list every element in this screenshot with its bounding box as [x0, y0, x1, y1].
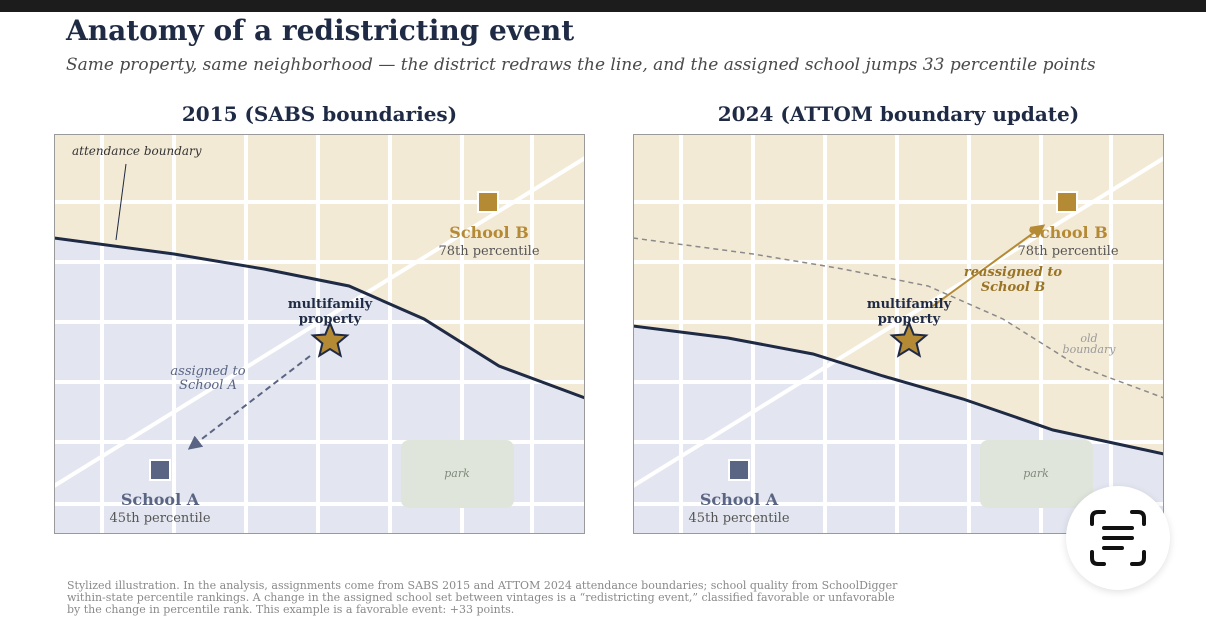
footnote-line-1: Stylized illustration. In the analysis, … [67, 579, 898, 592]
assignment-arrow [187, 355, 311, 450]
old-boundary-label-line1: old [1080, 332, 1097, 345]
school-a-percentile: 45th percentile [109, 511, 210, 526]
school-b-name: School B [449, 223, 528, 242]
reassignment-arrow [932, 224, 1046, 307]
map-2024: multifamily property reassigned to Schoo… [633, 134, 1164, 534]
old-boundary-line [633, 237, 1164, 399]
attendance-boundary-line [54, 236, 585, 400]
boundary-label-leader [115, 163, 127, 241]
text-scan-icon [1090, 510, 1146, 566]
school-a-name: School A [121, 490, 200, 509]
footnote: Stylized illustration. In the analysis, … [67, 580, 987, 616]
reassignment-label-line2: School B [981, 280, 1046, 295]
boundary-label: attendance boundary [72, 144, 202, 158]
property-label-line1: multifamily [867, 297, 952, 312]
school-a-percentile: 45th percentile [688, 511, 789, 526]
park-area [401, 440, 514, 508]
property-label-line1: multifamily [288, 297, 373, 312]
map-2015: attendance boundary multifamily property… [54, 134, 585, 534]
park-label: park [444, 467, 470, 480]
panel-2024-title: 2024 (ATTOM boundary update) [717, 102, 1080, 126]
school-a-marker [728, 459, 750, 481]
property-star-icon [889, 320, 929, 358]
school-b-percentile: 78th percentile [438, 244, 539, 259]
assignment-label-line1: assigned to [170, 364, 245, 379]
school-b-marker [1056, 191, 1078, 213]
new-boundary-line [633, 324, 1164, 456]
property-star-icon [310, 320, 350, 358]
page-subtitle: Same property, same neighborhood — the d… [66, 55, 1096, 75]
property-label-line2: property [299, 312, 362, 327]
school-a-name: School A [700, 490, 779, 509]
reassignment-label-line1: reassigned to [964, 265, 1063, 280]
panel-2015-title: 2015 (SABS boundaries) [181, 102, 458, 126]
footnote-line-2: within-state percentile rankings. A chan… [67, 591, 895, 604]
page-title: Anatomy of a redistricting event [66, 14, 575, 47]
property-label-line2: property [878, 312, 941, 327]
school-b-name: School B [1028, 223, 1107, 242]
school-a-marker [149, 459, 171, 481]
school-b-percentile: 78th percentile [1017, 244, 1118, 259]
park-label: park [1023, 467, 1049, 480]
text-scan-button[interactable] [1066, 486, 1170, 590]
old-boundary-label-line2: boundary [1063, 343, 1117, 356]
school-b-marker [477, 191, 499, 213]
footnote-line-3: by the change in percentile rank. This e… [67, 603, 515, 616]
window-top-bar [0, 0, 1206, 12]
park-area [980, 440, 1093, 508]
assignment-label-line2: School A [179, 378, 237, 393]
